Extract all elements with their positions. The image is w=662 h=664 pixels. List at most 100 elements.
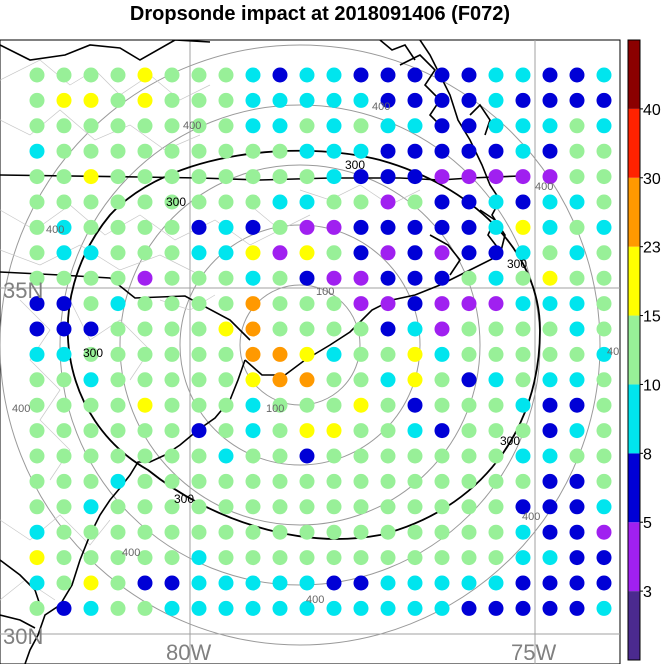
impact-point <box>272 321 288 337</box>
impact-point <box>245 245 261 261</box>
impact-point <box>191 372 207 388</box>
impact-point <box>164 372 180 388</box>
impact-point <box>137 321 153 337</box>
impact-point <box>380 524 396 540</box>
impact-point <box>218 245 234 261</box>
impact-point <box>245 143 261 159</box>
impact-point <box>596 397 612 413</box>
impact-point <box>515 270 531 286</box>
impact-point <box>191 346 207 362</box>
impact-point <box>461 423 477 439</box>
impact-point <box>542 245 558 261</box>
impact-point <box>488 448 504 464</box>
impact-point <box>56 550 72 566</box>
impact-point <box>326 169 342 185</box>
impact-point <box>29 397 45 413</box>
impact-point <box>56 372 72 388</box>
impact-point <box>353 67 369 83</box>
impact-point <box>83 92 99 108</box>
impact-point <box>407 575 423 591</box>
impact-point <box>407 397 423 413</box>
impact-point <box>380 473 396 489</box>
impact-point <box>218 169 234 185</box>
range-label: 400 <box>372 101 390 113</box>
impact-point <box>29 524 45 540</box>
range-label: 400 <box>122 547 140 559</box>
range-label: 100 <box>266 403 284 415</box>
impact-point <box>461 296 477 312</box>
impact-point <box>164 118 180 134</box>
impact-point <box>29 346 45 362</box>
impact-point <box>407 296 423 312</box>
impact-point <box>569 92 585 108</box>
impact-point <box>515 448 531 464</box>
impact-point <box>56 397 72 413</box>
impact-point <box>542 423 558 439</box>
impact-point <box>569 270 585 286</box>
impact-point <box>272 67 288 83</box>
impact-point <box>569 321 585 337</box>
impact-point <box>191 499 207 515</box>
impact-point <box>191 473 207 489</box>
impact-point <box>488 372 504 388</box>
impact-point <box>407 169 423 185</box>
impact-point <box>137 524 153 540</box>
impact-point <box>218 143 234 159</box>
impact-point <box>434 321 450 337</box>
impact-point <box>407 92 423 108</box>
impact-point <box>434 219 450 235</box>
impact-point <box>218 423 234 439</box>
impact-point <box>110 423 126 439</box>
impact-point <box>434 346 450 362</box>
impact-point <box>272 423 288 439</box>
impact-point <box>83 524 99 540</box>
impact-point <box>569 600 585 616</box>
impact-point <box>218 194 234 210</box>
impact-point <box>326 296 342 312</box>
impact-point <box>407 245 423 261</box>
impact-point <box>515 550 531 566</box>
impact-point <box>542 346 558 362</box>
impact-point <box>596 296 612 312</box>
impact-point <box>137 245 153 261</box>
impact-point <box>137 67 153 83</box>
impact-point <box>596 372 612 388</box>
impact-point <box>542 118 558 134</box>
impact-point <box>326 600 342 616</box>
impact-point <box>461 92 477 108</box>
impact-point <box>245 473 261 489</box>
impact-point <box>272 194 288 210</box>
range-label: 400 <box>12 403 30 415</box>
impact-point <box>353 169 369 185</box>
impact-point <box>326 524 342 540</box>
impact-point <box>29 92 45 108</box>
impact-point <box>137 118 153 134</box>
impact-point <box>515 67 531 83</box>
impact-points <box>29 67 612 616</box>
impact-point <box>353 524 369 540</box>
impact-point <box>245 118 261 134</box>
impact-point <box>542 67 558 83</box>
impact-point <box>110 473 126 489</box>
impact-point <box>407 372 423 388</box>
range-label: 400 <box>607 346 625 358</box>
impact-point <box>29 296 45 312</box>
impact-point <box>569 67 585 83</box>
impact-point <box>83 372 99 388</box>
impact-point <box>137 448 153 464</box>
impact-point <box>569 448 585 464</box>
impact-point <box>380 194 396 210</box>
impact-point <box>299 397 315 413</box>
impact-point <box>83 321 99 337</box>
impact-point <box>110 67 126 83</box>
impact-point <box>56 194 72 210</box>
impact-point <box>191 118 207 134</box>
impact-point <box>110 397 126 413</box>
impact-point <box>29 499 45 515</box>
impact-point <box>83 245 99 261</box>
impact-point <box>380 423 396 439</box>
impact-point <box>461 346 477 362</box>
impact-point <box>569 575 585 591</box>
impact-point <box>191 270 207 286</box>
impact-point <box>83 296 99 312</box>
